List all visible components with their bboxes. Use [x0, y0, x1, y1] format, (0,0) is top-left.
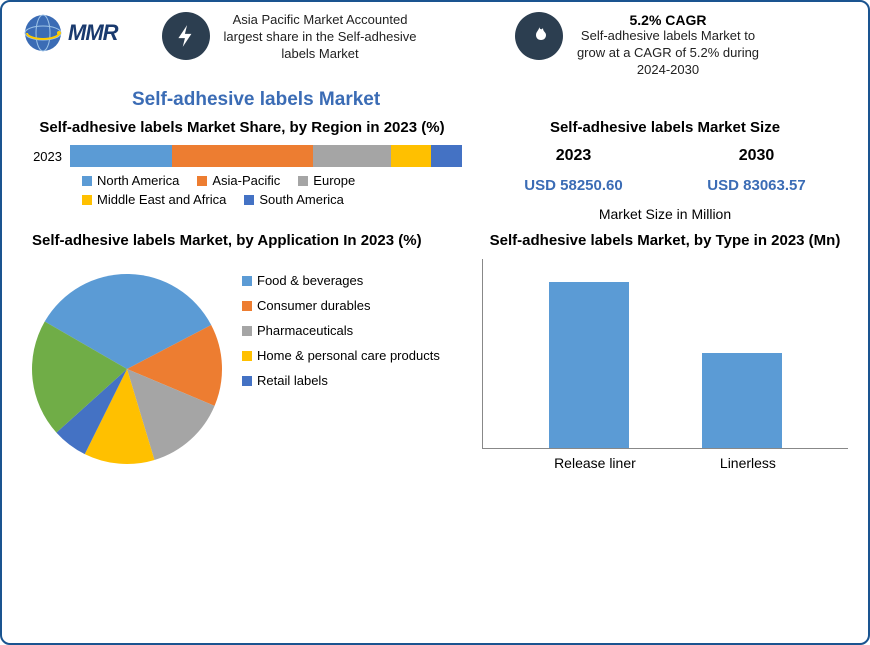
cagr-title: 5.2% CAGR [573, 12, 763, 28]
legend-label: Europe [313, 173, 355, 188]
type-bar-group [687, 353, 797, 449]
legend-swatch [242, 276, 252, 286]
brand-logo: MMR [22, 12, 142, 54]
legend-swatch [242, 301, 252, 311]
legend-swatch [298, 176, 308, 186]
type-bar [549, 282, 629, 449]
region-segment [391, 145, 430, 167]
callout-region-leader: Asia Pacific Market Accounted largest sh… [162, 12, 495, 63]
legend-item: Retail labels [242, 373, 462, 388]
type-bar-label: Linerless [720, 455, 776, 471]
type-bar-group [534, 282, 644, 449]
legend-label: South America [259, 192, 344, 207]
type-chart-title: Self-adhesive labels Market, by Type in … [482, 232, 848, 251]
legend-label: Consumer durables [257, 298, 370, 313]
stacked-bar-row: 2023 [22, 145, 462, 167]
bolt-icon [162, 12, 210, 60]
legend-item: Europe [298, 173, 355, 188]
region-segment [431, 145, 462, 167]
legend-swatch [82, 176, 92, 186]
legend-swatch [82, 195, 92, 205]
legend-label: Pharmaceuticals [257, 323, 353, 338]
application-chart-block: Self-adhesive labels Market, by Applicat… [22, 232, 462, 474]
region-segment [172, 145, 313, 167]
stacked-bar [70, 145, 462, 167]
region-legend: North America Asia-Pacific Europe Middle Ea… [22, 173, 462, 207]
size-value-2: USD 83063.57 [707, 177, 805, 194]
legend-item: Food & beverages [242, 273, 462, 288]
market-size-block: Self-adhesive labels Market Size 2023 20… [482, 119, 848, 223]
cagr-text: Self-adhesive labels Market to grow at a… [573, 28, 763, 79]
type-bar-label: Release liner [554, 455, 636, 471]
legend-item: Pharmaceuticals [242, 323, 462, 338]
type-bar-labels: Release liner Linerless [482, 449, 848, 471]
logo-text: MMR [68, 20, 118, 46]
callout-region-text: Asia Pacific Market Accounted largest sh… [220, 12, 420, 63]
legend-item: Consumer durables [242, 298, 462, 313]
legend-swatch [242, 351, 252, 361]
legend-label: Asia-Pacific [212, 173, 280, 188]
app-chart-row: Food & beverages Consumer durables Pharmac… [22, 259, 462, 474]
type-bar-plot [482, 259, 848, 449]
stacked-bar-year-label: 2023 [22, 149, 62, 164]
legend-label: North America [97, 173, 179, 188]
legend-swatch [242, 326, 252, 336]
content-grid: Self-adhesive labels Market Share, by Re… [2, 119, 868, 485]
app-legend: Food & beverages Consumer durables Pharmac… [242, 259, 462, 474]
size-years-row: 2023 2030 [482, 147, 848, 165]
legend-item: North America [82, 173, 179, 188]
flame-icon [515, 12, 563, 60]
legend-swatch [197, 176, 207, 186]
region-chart-title: Self-adhesive labels Market Share, by Re… [22, 119, 462, 138]
legend-item: Home & personal care products [242, 348, 462, 363]
size-value-1: USD 58250.60 [524, 177, 622, 194]
region-segment [313, 145, 391, 167]
size-year-1: 2023 [556, 147, 592, 165]
legend-label: Middle East and Africa [97, 192, 226, 207]
region-segment [70, 145, 172, 167]
legend-item: Asia-Pacific [197, 173, 280, 188]
app-pie-chart [22, 259, 232, 469]
header-row: MMR Asia Pacific Market Accounted larges… [2, 2, 868, 79]
legend-label: Home & personal care products [257, 348, 440, 363]
type-chart-block: Self-adhesive labels Market, by Type in … [482, 232, 848, 474]
legend-label: Food & beverages [257, 273, 363, 288]
globe-icon [22, 12, 64, 54]
size-unit-label: Market Size in Million [482, 206, 848, 222]
app-chart-title: Self-adhesive labels Market, by Applicat… [22, 232, 462, 251]
callout-cagr-body: 5.2% CAGR Self-adhesive labels Market to… [573, 12, 763, 79]
size-year-2: 2030 [739, 147, 775, 165]
region-share-chart: Self-adhesive labels Market Share, by Re… [22, 119, 462, 223]
legend-label: Retail labels [257, 373, 328, 388]
legend-swatch [244, 195, 254, 205]
size-title: Self-adhesive labels Market Size [482, 119, 848, 138]
page-title: Self-adhesive labels Market [132, 89, 868, 111]
legend-swatch [242, 376, 252, 386]
size-values-row: USD 58250.60 USD 83063.57 [482, 177, 848, 194]
type-bar [702, 353, 782, 449]
legend-item: Middle East and Africa [82, 192, 226, 207]
callout-cagr: 5.2% CAGR Self-adhesive labels Market to… [515, 12, 848, 79]
app-pie-wrap [22, 259, 232, 474]
legend-item: South America [244, 192, 344, 207]
